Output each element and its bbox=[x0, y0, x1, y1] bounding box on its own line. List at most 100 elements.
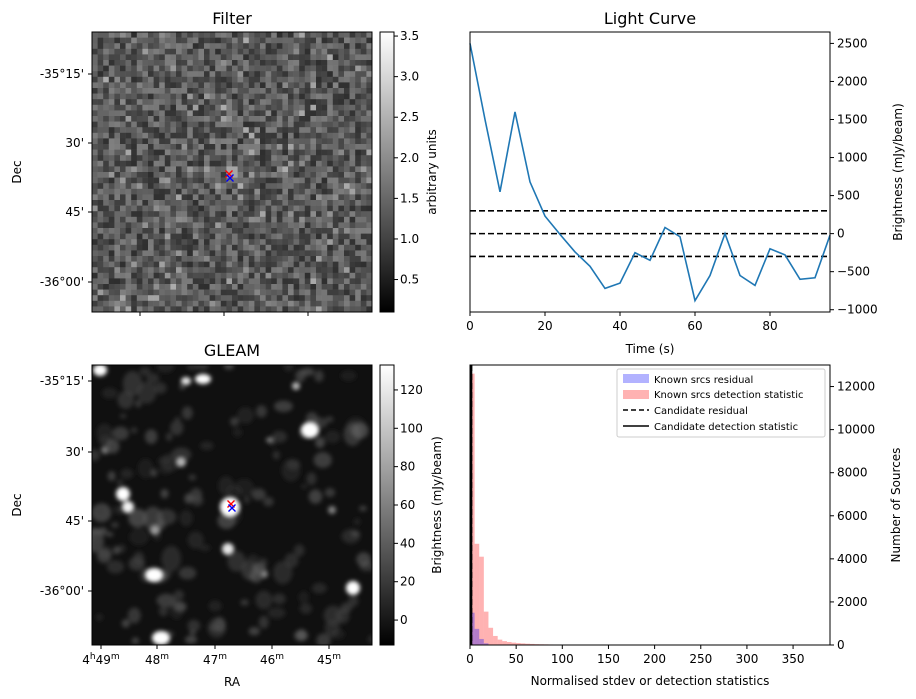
gleam-faint-emission bbox=[251, 488, 266, 501]
filter-pixel bbox=[349, 216, 356, 223]
filter-pixel bbox=[192, 110, 199, 117]
filter-pixel bbox=[232, 88, 238, 94]
filter-pixel bbox=[299, 272, 306, 279]
filter-pixel bbox=[97, 76, 104, 83]
filter-pixel bbox=[226, 116, 233, 122]
filter-pixel bbox=[181, 272, 188, 279]
filter-pixel bbox=[204, 216, 210, 223]
filter-pixel bbox=[299, 88, 306, 94]
filter-pixel bbox=[344, 127, 350, 134]
filter-pixel bbox=[316, 88, 322, 94]
filter-pixel bbox=[338, 88, 345, 94]
filter-pixel bbox=[148, 267, 154, 274]
filter-pixel bbox=[304, 65, 311, 72]
filter-pixel bbox=[355, 37, 362, 44]
filter-pixel bbox=[148, 295, 154, 302]
filter-pixel bbox=[204, 205, 210, 212]
filter-pixel bbox=[204, 65, 210, 72]
filter-pixel bbox=[265, 37, 272, 44]
filter-pixel bbox=[366, 233, 373, 240]
filter-pixel bbox=[170, 110, 177, 117]
filter-pixel bbox=[243, 155, 250, 162]
gleam-faint-emission bbox=[232, 427, 243, 438]
filter-pixel bbox=[265, 172, 272, 178]
filter-pixel bbox=[232, 306, 238, 313]
filter-pixel bbox=[92, 82, 98, 89]
gleam-faint-emission bbox=[96, 613, 103, 621]
filter-pixel bbox=[332, 144, 339, 150]
filter-pixel bbox=[164, 188, 171, 195]
filter-pixel bbox=[164, 37, 171, 44]
filter-pixel bbox=[310, 37, 317, 44]
filter-pixel bbox=[321, 65, 328, 72]
filter-pixel bbox=[198, 60, 205, 66]
filter-pixel bbox=[260, 132, 266, 139]
filter-pixel bbox=[108, 261, 115, 268]
filter-pixel bbox=[344, 216, 350, 223]
filter-pixel bbox=[153, 99, 160, 106]
filter-pixel bbox=[338, 256, 345, 262]
filter-pixel bbox=[103, 205, 110, 212]
filter-pixel bbox=[153, 88, 160, 94]
filter-pixel bbox=[159, 295, 166, 302]
gleam-faint-emission bbox=[299, 603, 313, 614]
filter-pixel bbox=[360, 222, 367, 229]
filter-pixel bbox=[226, 222, 233, 229]
filter-pixel bbox=[293, 144, 300, 150]
filter-pixel bbox=[271, 306, 278, 313]
filter-pixel bbox=[243, 54, 250, 61]
histogram-xtick-label: 200 bbox=[643, 652, 666, 666]
gleam-sources bbox=[93, 365, 360, 645]
filter-pixel bbox=[92, 54, 98, 61]
filter-pixel bbox=[220, 284, 227, 290]
filter-pixel bbox=[108, 99, 115, 106]
filter-pixel bbox=[310, 127, 317, 134]
gleam-radio-source bbox=[122, 501, 134, 513]
filter-pixel bbox=[260, 121, 266, 128]
filter-pixel bbox=[282, 48, 289, 55]
filter-pixel bbox=[215, 104, 222, 111]
filter-cbtick-label: 0.5 bbox=[400, 273, 419, 287]
filter-pixel bbox=[170, 306, 177, 313]
gleam-faint-emission bbox=[130, 427, 138, 434]
filter-pixel bbox=[108, 278, 115, 285]
filter-pixel bbox=[131, 110, 138, 117]
filter-pixel bbox=[220, 32, 227, 38]
filter-pixel bbox=[237, 194, 244, 201]
filter-pixel bbox=[198, 88, 205, 94]
filter-pixel bbox=[159, 93, 166, 100]
filter-pixel bbox=[159, 65, 166, 72]
filter-pixel bbox=[276, 76, 283, 83]
filter-pixel bbox=[192, 60, 199, 66]
filter-pixel bbox=[142, 82, 149, 89]
filter-pixel bbox=[153, 138, 160, 145]
filter-pixel bbox=[344, 71, 350, 78]
filter-pixel bbox=[366, 104, 373, 111]
gleam-cbtick-label: 80 bbox=[400, 460, 415, 474]
filter-pixel bbox=[136, 104, 143, 111]
filter-pixel bbox=[304, 222, 311, 229]
filter-pixel bbox=[248, 216, 255, 223]
filter-pixel bbox=[237, 200, 244, 206]
filter-pixel bbox=[349, 110, 356, 117]
gleam-faint-emission bbox=[230, 417, 239, 427]
filter-pixel bbox=[215, 278, 222, 285]
filter-pixel bbox=[142, 88, 149, 94]
filter-pixel bbox=[265, 233, 272, 240]
filter-pixel bbox=[366, 250, 373, 257]
filter-pixel bbox=[360, 155, 367, 162]
filter-pixel bbox=[321, 306, 328, 313]
filter-pixel bbox=[97, 48, 104, 55]
filter-pixel bbox=[316, 272, 322, 279]
filter-pixel bbox=[226, 132, 233, 139]
filter-pixel bbox=[248, 233, 255, 240]
filter-pixel bbox=[108, 37, 115, 44]
filter-pixel bbox=[332, 32, 339, 38]
filter-pixel bbox=[192, 48, 199, 55]
gleam-faint-emission bbox=[106, 560, 125, 574]
filter-pixel bbox=[332, 211, 339, 218]
filter-pixel bbox=[232, 93, 238, 100]
filter-pixel bbox=[209, 267, 216, 274]
filter-pixel bbox=[293, 93, 300, 100]
